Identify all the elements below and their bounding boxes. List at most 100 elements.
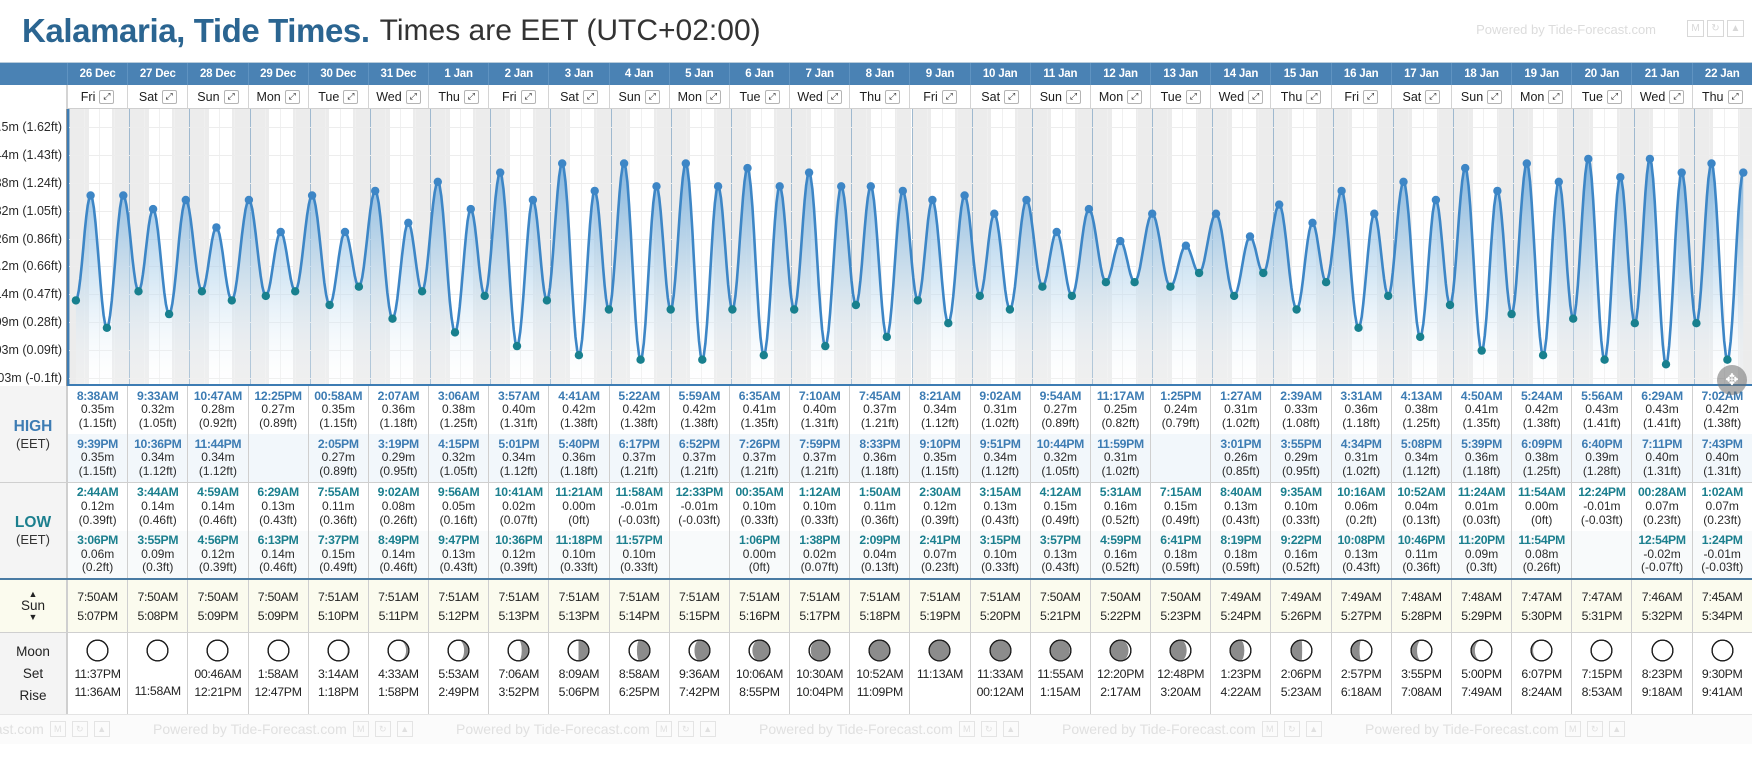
high-tide-point[interactable] — [1308, 218, 1317, 227]
date-header-cell[interactable]: 30 Dec — [307, 63, 368, 85]
low-tide-point[interactable] — [71, 296, 81, 305]
expand-icon[interactable]: ⤢ — [1306, 89, 1322, 104]
low-tide-cell[interactable]: 3:44AM 0.14m (0.46ft) 3:55PM 0.09m (0.3ft) — [127, 483, 188, 578]
date-header-cell[interactable]: 6 Jan — [728, 63, 789, 85]
high-tide-point[interactable] — [119, 191, 128, 200]
low-tide-point[interactable] — [1130, 278, 1139, 287]
low-tide-cell[interactable]: 6:29AM 0.13m (0.43ft) 6:13PM 0.14m (0.46ft) — [247, 483, 308, 578]
high-tide-cell[interactable]: 1:25PM 0.24m (0.79ft) — [1150, 386, 1211, 482]
low-tide-point[interactable] — [1038, 282, 1047, 291]
date-header-cell[interactable]: 7 Jan — [789, 63, 849, 85]
date-header-cell[interactable]: 1 Jan — [428, 63, 488, 85]
date-header-cell[interactable]: 13 Jan — [1150, 63, 1210, 85]
low-tide-point[interactable] — [1507, 309, 1516, 319]
low-tide-cell[interactable]: 11:24AM 0.01m (0.03ft) 11:20PM 0.09m (0.3ft) — [1450, 483, 1512, 578]
low-tide-point[interactable] — [102, 323, 112, 332]
low-tide-point[interactable] — [197, 287, 207, 296]
date-header-cell[interactable]: 20 Jan — [1571, 63, 1631, 85]
high-tide-cell[interactable]: 12:25PM 0.27m (0.89ft) — [247, 386, 308, 482]
low-tide-cell[interactable]: 12:24PM -0.01m (-0.03ft) — [1571, 483, 1632, 578]
low-tide-point[interactable] — [1292, 305, 1301, 314]
low-tide-cell[interactable]: 1:12AM 0.10m (0.33ft) 1:38PM 0.02m (0.07ft) — [789, 483, 850, 578]
low-tide-point[interactable] — [698, 355, 707, 364]
expand-icon[interactable]: ⤢ — [405, 89, 421, 104]
high-tide-point[interactable] — [1645, 154, 1655, 164]
high-tide-cell[interactable]: 1:27AM 0.31m (1.02ft) 3:01PM 0.26m (0.85ft) — [1210, 386, 1271, 482]
low-tide-point[interactable] — [261, 291, 270, 301]
low-tide-point[interactable] — [1166, 282, 1175, 291]
low-tide-point[interactable] — [728, 305, 737, 314]
low-tide-cell[interactable]: 3:15AM 0.13m (0.43ft) 3:15PM 0.10m (0.33ft) — [969, 483, 1030, 578]
expand-icon[interactable]: ⤢ — [463, 89, 479, 104]
low-tide-cell[interactable]: 5:31AM 0.16m (0.52ft) 4:59PM 0.16m (0.52ft) — [1089, 483, 1151, 578]
high-tide-point[interactable] — [496, 168, 505, 177]
expand-icon[interactable]: ⤢ — [223, 89, 239, 104]
high-tide-cell[interactable]: 8:21AM 0.34m (1.12ft) 9:10PM 0.35m (1.15ft) — [909, 386, 970, 482]
low-tide-cell[interactable]: 11:58AM -0.01m (-0.03ft) 11:57PM 0.10m (0.33f… — [608, 483, 669, 578]
low-tide-point[interactable] — [325, 300, 334, 310]
low-tide-point[interactable] — [790, 305, 799, 314]
expand-icon[interactable]: ⤢ — [941, 89, 957, 104]
high-tide-point[interactable] — [1084, 204, 1094, 214]
high-tide-point[interactable] — [340, 227, 350, 237]
date-header-cell[interactable]: 8 Jan — [849, 63, 909, 85]
expand-icon[interactable]: ⤢ — [1362, 89, 1378, 104]
high-tide-cell[interactable]: 4:41AM 0.42m (1.38ft) 5:40PM 0.36m (1.18ft) — [548, 386, 609, 482]
high-tide-cell[interactable]: 4:13AM 0.38m (1.25ft) 5:08PM 0.34m (1.12ft) — [1390, 386, 1451, 482]
low-tide-point[interactable] — [1067, 291, 1077, 301]
high-tide-point[interactable] — [590, 186, 599, 196]
low-tide-cell[interactable]: 7:55AM 0.11m (0.36ft) 7:37PM 0.15m (0.49ft) — [307, 483, 368, 578]
high-tide-point[interactable] — [404, 218, 413, 227]
high-tide-point[interactable] — [1148, 209, 1157, 218]
expand-icon[interactable]: ⤢ — [1004, 89, 1020, 104]
expand-icon[interactable]: ⤢ — [1606, 89, 1622, 104]
high-tide-point[interactable] — [990, 209, 999, 218]
high-tide-point[interactable] — [775, 182, 784, 191]
low-tide-point[interactable] — [1194, 268, 1204, 278]
expand-icon[interactable]: ⤢ — [1185, 89, 1201, 104]
expand-icon[interactable]: ⤢ — [1548, 89, 1564, 104]
expand-icon[interactable]: ⤢ — [161, 89, 177, 104]
low-tide-cell[interactable]: 9:56AM 0.05m (0.16ft) 9:47PM 0.13m (0.43ft) — [428, 483, 489, 578]
low-tide-point[interactable] — [1259, 268, 1268, 278]
high-tide-point[interactable] — [276, 227, 285, 237]
high-tide-cell[interactable]: 10:47AM 0.28m (0.92ft) 11:44PM 0.34m (1.12ft) — [187, 386, 248, 482]
date-header-cell[interactable]: 15 Jan — [1270, 63, 1330, 85]
low-tide-point[interactable] — [851, 300, 861, 310]
high-tide-point[interactable] — [1275, 200, 1284, 209]
expand-icon[interactable]: ⤢ — [582, 89, 598, 104]
low-tide-point[interactable] — [1101, 278, 1111, 287]
low-tide-point[interactable] — [1538, 351, 1548, 360]
low-tide-cell[interactable]: 11:21AM 0.00m (0ft) 11:18PM 0.10m (0.33ft) — [548, 483, 609, 578]
low-tide-point[interactable] — [480, 291, 489, 301]
high-tide-cell[interactable]: 6:29AM 0.43m (1.41ft) 7:11PM 0.40m (1.31ft) — [1631, 386, 1692, 482]
high-tide-point[interactable] — [1052, 227, 1061, 237]
low-tide-cell[interactable]: 10:16AM 0.06m (0.2ft) 10:08PM 0.13m (0.43ft) — [1330, 483, 1391, 578]
expand-icon[interactable]: ⤢ — [885, 89, 901, 104]
low-tide-cell[interactable]: 10:41AM 0.02m (0.07ft) 10:36PM 0.12m (0.39ft) — [488, 483, 549, 578]
date-header-cell[interactable]: 5 Jan — [668, 63, 729, 85]
low-tide-point[interactable] — [417, 287, 427, 296]
high-tide-point[interactable] — [1399, 177, 1408, 186]
low-tide-point[interactable] — [1723, 355, 1732, 364]
high-tide-cell[interactable]: 7:10AM 0.40m (1.31ft) 7:59PM 0.37m (1.21ft) — [789, 386, 850, 482]
expand-icon[interactable]: ⤢ — [343, 89, 359, 104]
high-tide-point[interactable] — [1739, 168, 1748, 177]
high-tide-point[interactable] — [1116, 236, 1125, 246]
low-tide-point[interactable] — [134, 287, 143, 296]
expand-icon[interactable]: ⤢ — [520, 89, 536, 104]
high-tide-point[interactable] — [1370, 209, 1379, 218]
low-tide-cell[interactable]: 9:02AM 0.08m (0.26ft) 8:49PM 0.14m (0.46ft) — [367, 483, 429, 578]
high-tide-cell[interactable]: 3:31AM 0.36m (1.18ft) 4:34PM 0.31m (1.02ft) — [1330, 386, 1391, 482]
expand-icon[interactable]: ⤢ — [705, 89, 721, 104]
low-tide-point[interactable] — [1692, 319, 1701, 328]
high-tide-point[interactable] — [1181, 241, 1191, 250]
low-tide-point[interactable] — [1384, 291, 1393, 301]
high-tide-cell[interactable]: 9:02AM 0.31m (1.02ft) 9:51PM 0.34m (1.12ft) — [969, 386, 1030, 482]
high-tide-cell[interactable]: 5:56AM 0.43m (1.41ft) 6:40PM 0.39m (1.28ft) — [1571, 386, 1632, 482]
expand-icon[interactable]: ⤢ — [1065, 89, 1081, 104]
high-tide-point[interactable] — [466, 204, 475, 214]
low-tide-cell[interactable]: 4:59AM 0.14m (0.46ft) 4:56PM 0.12m (0.39ft) — [187, 483, 248, 578]
date-header-cell[interactable]: 29 Dec — [247, 63, 308, 85]
high-tide-cell[interactable]: 8:38AM 0.35m (1.15ft) 9:39PM 0.35m (1.15ft) — [67, 386, 128, 482]
